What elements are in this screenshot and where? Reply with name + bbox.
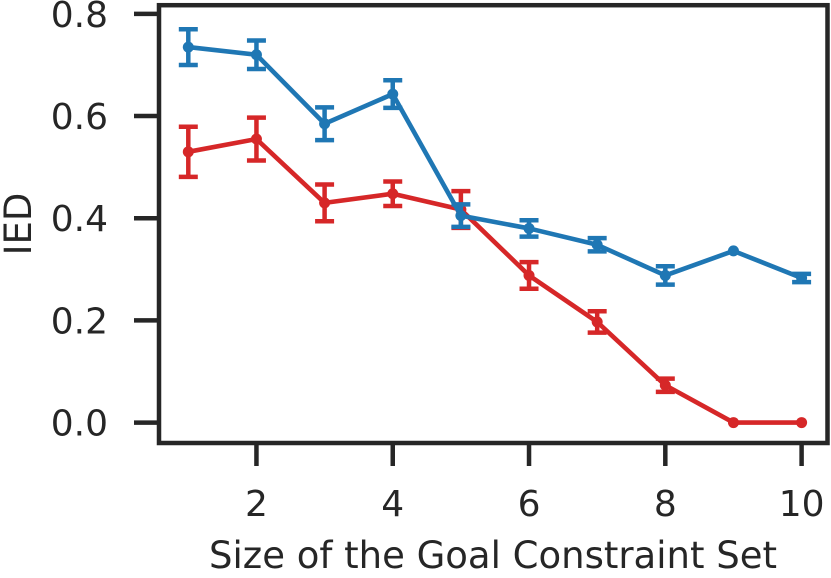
y-tick-label: 0.0 bbox=[51, 404, 108, 445]
series-line bbox=[186, 136, 804, 425]
data-point bbox=[591, 239, 603, 251]
plot-box-spines bbox=[156, 2, 830, 446]
x-tick-label: 6 bbox=[518, 484, 541, 525]
data-point bbox=[319, 197, 331, 209]
x-axis-label: Size of the Goal Constraint Set bbox=[209, 534, 777, 577]
data-point bbox=[523, 269, 535, 281]
series-line bbox=[186, 44, 804, 281]
data-point bbox=[659, 379, 671, 391]
y-tick-label: 0.4 bbox=[51, 199, 108, 240]
plot-generated-content: 0.0 0.2 0.4 0.6 0.8 2 4 6 8 10 bbox=[51, 0, 830, 525]
data-point bbox=[387, 88, 399, 100]
y-tick-label: 0.6 bbox=[51, 97, 108, 138]
data-point bbox=[387, 188, 399, 200]
data-point bbox=[796, 272, 808, 284]
data-point bbox=[250, 133, 262, 145]
red-series bbox=[178, 115, 808, 429]
data-point bbox=[727, 417, 739, 429]
x-tick-label: 10 bbox=[779, 484, 825, 525]
x-tick-label: 4 bbox=[381, 484, 404, 525]
data-point bbox=[182, 146, 194, 158]
x-tick-label: 2 bbox=[245, 484, 268, 525]
data-point bbox=[591, 316, 603, 328]
data-point bbox=[250, 49, 262, 61]
data-point bbox=[659, 269, 671, 281]
data-point bbox=[319, 118, 331, 130]
data-point bbox=[182, 41, 194, 53]
y-axis-label: IED bbox=[0, 193, 40, 256]
data-point bbox=[523, 222, 535, 234]
y-tick-label: 0.2 bbox=[51, 301, 108, 342]
data-point bbox=[796, 417, 808, 429]
blue-series bbox=[178, 26, 812, 287]
y-tick-label: 0.8 bbox=[51, 0, 108, 36]
data-point bbox=[727, 245, 739, 257]
data-point bbox=[455, 210, 467, 222]
x-tick-label: 8 bbox=[654, 484, 677, 525]
